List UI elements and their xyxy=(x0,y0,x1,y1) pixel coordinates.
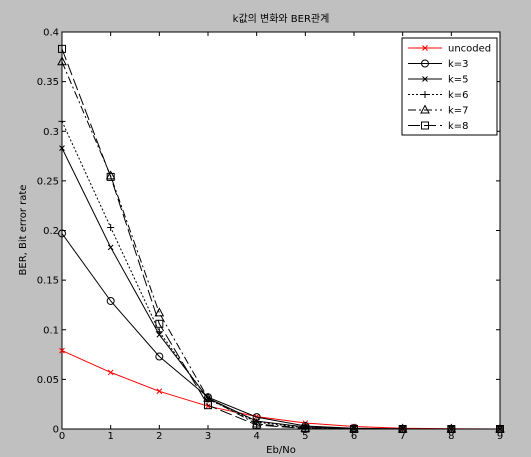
data-point xyxy=(107,369,114,376)
data-point xyxy=(59,145,65,151)
x-tick-label: 6 xyxy=(351,431,357,442)
x-tick-label: 4 xyxy=(253,431,259,442)
data-point xyxy=(155,352,164,361)
y-tick-label: 0.05 xyxy=(37,375,59,386)
data-point xyxy=(105,170,116,180)
y-axis-label: BER, Bit error rate xyxy=(18,185,29,276)
data-point xyxy=(301,424,310,433)
x-tick-label: 0 xyxy=(59,431,65,442)
y-tick-label: 0.4 xyxy=(43,28,59,39)
series-line xyxy=(61,48,500,430)
data-point xyxy=(58,44,66,53)
data-point xyxy=(204,401,212,410)
data-point xyxy=(205,403,211,410)
legend-marker xyxy=(421,121,429,130)
legend-marker xyxy=(421,59,429,68)
legend-item: k=5 xyxy=(408,75,469,86)
legend-label: uncoded xyxy=(448,44,491,55)
x-tick-label: 2 xyxy=(156,431,162,442)
x-tick-label: 9 xyxy=(497,431,503,442)
legend-label: k=3 xyxy=(448,59,469,70)
y-tick-label: 0.3 xyxy=(43,127,59,138)
series-layer xyxy=(57,44,505,433)
legend-item: k=8 xyxy=(408,121,469,132)
y-tick-label: 0.15 xyxy=(37,276,59,287)
data-point xyxy=(350,424,358,433)
legend-item: k=6 xyxy=(408,90,469,101)
legend: uncoded k=3 k=5 k=6 k=7 k=8 xyxy=(401,37,498,136)
x-tick-label: 7 xyxy=(399,431,405,442)
data-point xyxy=(155,328,163,336)
legend-box xyxy=(401,37,498,136)
legend-label: k=6 xyxy=(448,90,469,101)
x-tick-label: 5 xyxy=(302,431,308,442)
series-k=8 xyxy=(58,44,504,433)
x-axis-label: Eb/No xyxy=(266,445,296,456)
legend-marker xyxy=(421,91,429,98)
data-point xyxy=(58,229,66,238)
legend-marker xyxy=(422,45,428,51)
axis-ticks: 0 1 2 3 4 5 6 7 8 9 0 0.05 0.1 0.15 0.2 0.25 0.3 0.35 0.4 xyxy=(37,28,503,443)
data-point xyxy=(106,172,115,181)
data-point xyxy=(154,307,165,317)
legend-item: uncoded xyxy=(408,44,491,55)
legend-label: k=8 xyxy=(448,121,469,132)
data-point xyxy=(252,421,261,430)
y-tick-label: 0 xyxy=(53,425,59,436)
x-tick-label: 8 xyxy=(448,431,454,442)
data-point xyxy=(496,425,504,433)
data-point xyxy=(155,319,164,328)
data-point xyxy=(447,425,456,433)
data-point xyxy=(107,244,114,251)
data-point xyxy=(251,418,262,428)
data-point xyxy=(57,56,67,66)
legend-marker xyxy=(422,76,428,82)
data-point xyxy=(156,388,163,395)
data-point xyxy=(107,224,115,232)
data-point xyxy=(300,422,311,432)
series-line xyxy=(61,121,500,430)
x-tick-label: 1 xyxy=(107,431,113,442)
data-point xyxy=(398,425,407,433)
y-tick-label: 0.2 xyxy=(43,226,59,237)
data-point xyxy=(349,423,359,433)
legend-marker xyxy=(420,104,430,114)
chart-title: k값의 변화와 BER관계 xyxy=(233,13,330,25)
y-tick-label: 0.35 xyxy=(37,77,59,88)
legend-item: k=7 xyxy=(408,104,469,117)
data-point xyxy=(106,296,115,305)
y-tick-label: 0.1 xyxy=(43,325,59,336)
x-tick-label: 3 xyxy=(205,431,211,442)
legend-item: k=3 xyxy=(408,59,469,70)
data-point xyxy=(58,117,66,125)
data-point xyxy=(59,347,65,354)
legend-label: k=5 xyxy=(448,75,469,86)
y-tick-label: 0.25 xyxy=(37,176,59,187)
legend-label: k=7 xyxy=(448,106,469,117)
